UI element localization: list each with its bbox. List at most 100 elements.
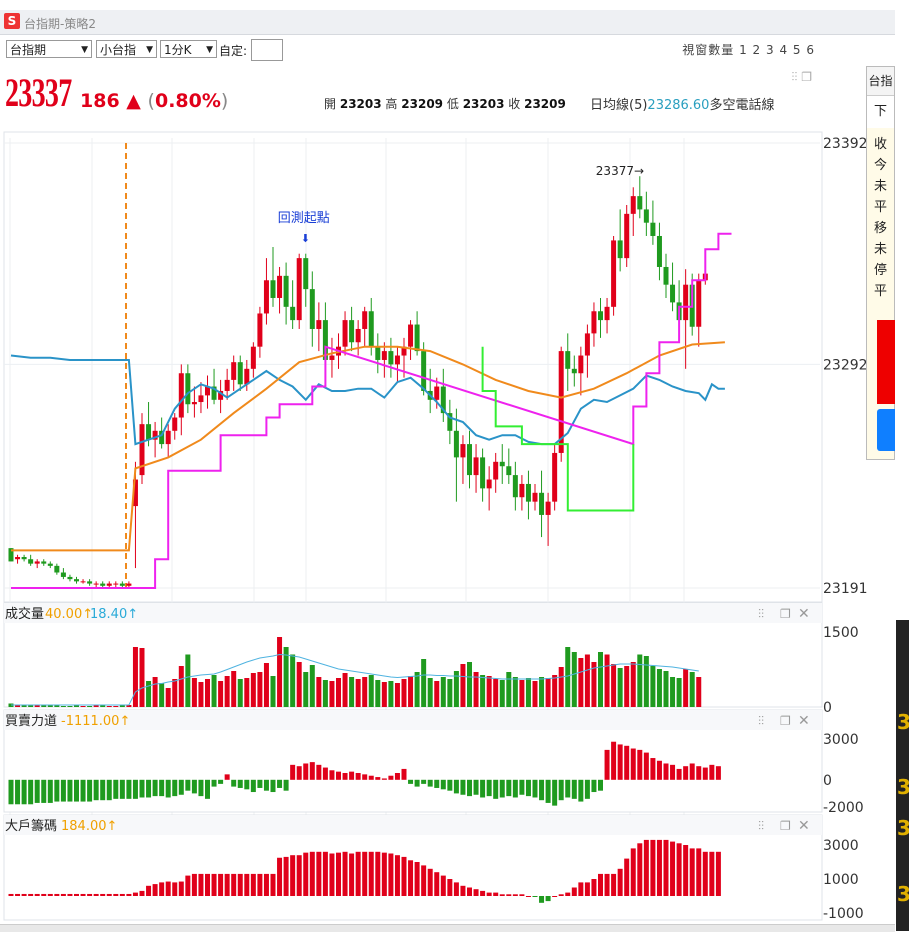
candle-body [28, 559, 34, 564]
chevron-down-icon: ▼ [81, 45, 88, 55]
large-trader-bar [198, 873, 204, 896]
avg-label: 日均線(5) [590, 98, 648, 113]
volume-bar [565, 647, 571, 707]
volume-bar [100, 705, 106, 707]
buy-sell-power-bar [329, 770, 335, 780]
settings-sliders-icon[interactable]: ⫶⫶ [758, 607, 764, 621]
candle-body [467, 444, 472, 476]
candle-body [296, 258, 302, 321]
buy-sell-power-bar [28, 779, 34, 805]
close-icon[interactable]: ✕ [798, 818, 810, 834]
volume-value-2: 18.40↑ [90, 607, 138, 622]
copy-icon[interactable]: ❐ [801, 70, 812, 84]
buy-sell-power-bar [185, 779, 191, 791]
side-panel-item[interactable]: 移 [873, 221, 887, 236]
buy-sell-power-bar [670, 764, 676, 780]
side-panel-item[interactable]: 未 [873, 242, 887, 257]
buy-button[interactable] [877, 320, 895, 404]
side-panel-item[interactable]: 平 [873, 284, 887, 299]
candle-body [408, 324, 414, 347]
candle-body [565, 351, 571, 369]
buy-sell-power-bar [401, 768, 407, 780]
chart-canvas[interactable]: 23392 23292 23191 回測起點 ⬇ 23377→ 成交量 40.00↑18.40… [0, 0, 896, 924]
sub-product-select[interactable]: 小台指 ▼ [96, 40, 157, 58]
volume-bar [244, 678, 250, 707]
volume-bar [493, 679, 499, 707]
buy-sell-power-bar [8, 779, 14, 805]
settings-sliders-icon[interactable]: ⫶⫶ [791, 70, 798, 84]
large-trader-bar [178, 881, 184, 896]
popout-icon[interactable]: ❐ [780, 607, 791, 621]
buy-sell-power-bar [106, 779, 112, 801]
product-select[interactable]: 台指期 ▼ [6, 40, 92, 58]
large-trader-bar [683, 845, 689, 896]
buy-sell-power-bar [316, 764, 322, 780]
buy-sell-power-bar [290, 764, 296, 780]
large-trader-bar [60, 893, 66, 896]
large-trader-bar [362, 851, 368, 896]
candle-body [283, 275, 289, 307]
candle-body [67, 576, 73, 580]
buy-sell-power-bar [565, 779, 571, 798]
interval-select[interactable]: 1分K ▼ [160, 40, 217, 58]
popout-icon[interactable]: ❐ [780, 819, 791, 833]
title-bar: S 台指期-策略2 [0, 10, 895, 35]
volume-bar [643, 656, 649, 707]
volume-bar [447, 679, 453, 707]
large-trader-bar [185, 875, 191, 896]
open-label: 開 [324, 97, 337, 111]
buy-sell-power-bar [427, 779, 433, 787]
buy-sell-power-axis-tick-label: 0 [823, 773, 832, 789]
large-trader-bar [715, 851, 721, 896]
side-panel-order-tab[interactable]: 下 [867, 96, 894, 128]
large-trader-bar [349, 853, 355, 896]
popout-icon[interactable]: ❐ [780, 714, 791, 728]
custom-interval-input[interactable] [251, 39, 283, 61]
volume-bar [598, 652, 603, 707]
side-panel-item[interactable]: 平 [873, 200, 887, 215]
side-panel-item[interactable]: 收 [873, 137, 887, 152]
candle-body [506, 466, 512, 476]
volume-bar [630, 662, 636, 707]
candle-body [231, 362, 237, 380]
large-trader-bar [47, 893, 53, 896]
volume-bar [67, 706, 73, 707]
large-trader-bar [611, 873, 617, 896]
close-icon[interactable]: ✕ [798, 713, 810, 729]
close-icon[interactable]: ✕ [798, 606, 810, 622]
side-panel-item[interactable]: 今 [873, 158, 887, 173]
buy-sell-power-bar [532, 779, 538, 798]
side-panel-item[interactable]: 停 [873, 263, 887, 278]
buy-sell-power-bar [460, 779, 466, 795]
candle-body [277, 275, 283, 298]
candle-body [447, 413, 453, 431]
large-trader-bar [296, 855, 302, 896]
volume-bar [322, 680, 328, 707]
candle-body [139, 424, 145, 476]
side-panel-item[interactable]: 未 [873, 179, 887, 194]
settings-sliders-icon[interactable]: ⫶⫶ [758, 714, 764, 728]
buy-sell-power-bar [47, 779, 53, 803]
large-trader-bar [630, 848, 636, 896]
volume-bar [126, 705, 132, 707]
large-trader-bar [80, 893, 86, 896]
settings-sliders-icon[interactable]: ⫶⫶ [758, 819, 764, 833]
candle-body [532, 492, 538, 502]
buy-sell-power-bar [218, 779, 224, 784]
volume-bar [558, 667, 564, 707]
volume-bar [414, 672, 420, 707]
large-trader-bar [74, 893, 79, 896]
candle-body [624, 213, 630, 259]
volume-bar [342, 673, 348, 707]
buy-sell-power-bar [349, 771, 355, 780]
volume-bar [270, 676, 276, 707]
buy-sell-power-bar [322, 767, 328, 780]
candle-body [460, 444, 466, 458]
buy-sell-power-bar [578, 779, 584, 802]
view-count-selector[interactable]: 視窗數量 1 2 3 4 5 6 [682, 43, 815, 57]
sell-button[interactable] [877, 409, 895, 451]
buy-sell-power-bar [388, 775, 394, 780]
large-trader-bar [427, 868, 433, 896]
large-trader-bar [87, 893, 93, 896]
large-trader-bar [552, 896, 558, 897]
